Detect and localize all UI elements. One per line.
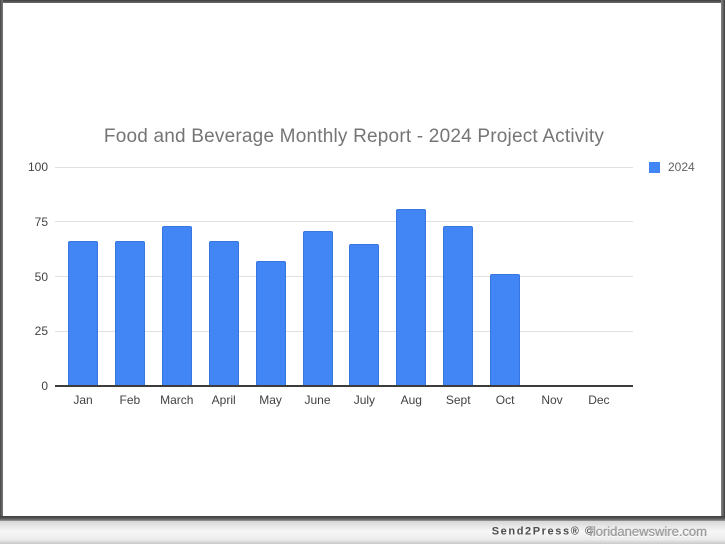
y-tick-label-75: 75 [34, 214, 48, 229]
bar-aug [396, 209, 427, 386]
x-tick-label-july: July [353, 393, 376, 407]
x-tick-label-dec: Dec [588, 393, 610, 407]
legend: 2024 [649, 160, 695, 174]
x-tick-label-oct: Oct [495, 393, 515, 407]
chart-title: Food and Beverage Monthly Report - 2024 … [103, 126, 605, 147]
x-tick-label-nov: Nov [541, 393, 563, 407]
x-tick-label-march: March [160, 393, 194, 407]
y-tick-label-25: 25 [34, 324, 48, 339]
gridline-100 [55, 166, 633, 168]
watermark-brand: Send2Press® © [491, 525, 595, 538]
plot-area [55, 166, 633, 387]
bar-jan [68, 241, 98, 386]
bar-oct [490, 274, 521, 386]
bar-may [255, 261, 286, 386]
frame-edge-left [0, 0, 3, 521]
gridline-50 [55, 276, 633, 277]
bar-april [208, 241, 239, 386]
watermark-site: floridanewswire.com [589, 524, 707, 540]
y-tick-label-50: 50 [34, 269, 48, 284]
x-tick-label-june: June [304, 393, 331, 407]
frame-edge-top [0, 0, 725, 3]
bar-june [302, 231, 333, 386]
watermark-separator [0, 516, 725, 521]
legend-swatch-icon [649, 161, 660, 173]
y-tick-label-0: 0 [41, 379, 48, 393]
x-tick-label-april: April [211, 393, 236, 407]
bar-feb [114, 241, 145, 386]
x-tick-label-jan: Jan [73, 393, 93, 407]
x-tick-label-sept: Sept [445, 393, 471, 407]
gridline-75 [55, 221, 633, 223]
gridline-25 [55, 330, 633, 332]
legend-label: 2024 [668, 160, 695, 174]
x-tick-label-feb: Feb [119, 393, 141, 407]
x-tick-label-aug: Aug [400, 393, 422, 407]
y-tick-label-100: 100 [27, 160, 48, 174]
x-axis-baseline [55, 385, 633, 387]
frame-edge-right [721, 0, 725, 521]
bar-sept [443, 226, 474, 386]
x-tick-label-may: May [259, 393, 282, 407]
bar-july [349, 244, 380, 386]
watermark-bar: Send2Press® © floridanewswire.com [0, 521, 725, 544]
bar-march [161, 226, 192, 386]
